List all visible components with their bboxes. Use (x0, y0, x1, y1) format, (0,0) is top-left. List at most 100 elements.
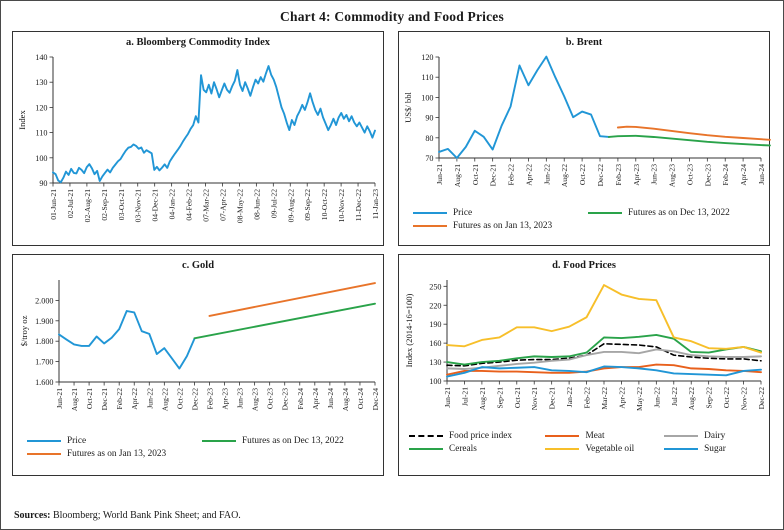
legend-swatch-icon (409, 448, 443, 450)
legend-item[interactable]: Futures as on Jan 13, 2023 (413, 221, 588, 231)
svg-text:Feb-22: Feb-22 (507, 164, 516, 186)
svg-text:May-22: May-22 (635, 387, 644, 411)
panel-d-legend: Food price index Meat Dairy Cereals Vegetabl… (399, 429, 769, 457)
svg-text:Mar-22: Mar-22 (600, 387, 609, 410)
svg-text:02-Aug-21: 02-Aug-21 (83, 189, 92, 223)
legend-swatch-icon (664, 435, 699, 437)
svg-text:Aug-23: Aug-23 (668, 164, 677, 187)
svg-text:Jun-22: Jun-22 (145, 388, 154, 409)
panel-c-svg: 1.600 1.700 1.800 1.900 2.000 $/troy oz Jun-21… (19, 280, 380, 411)
svg-text:Jun-21: Jun-21 (55, 388, 64, 409)
svg-text:Aug-22: Aug-22 (160, 388, 169, 411)
svg-text:Aug-22: Aug-22 (560, 164, 569, 187)
svg-text:Dec-21: Dec-21 (489, 164, 498, 187)
svg-text:Index (2014-16=100): Index (2014-16=100) (404, 293, 414, 367)
svg-text:04-Dec-21: 04-Dec-21 (151, 189, 160, 222)
legend-item[interactable]: Sugar (664, 444, 765, 454)
panel-d-plot: 100 130 160 190 220 250 Index (2014-16=100) Jun… (399, 272, 769, 429)
legend-swatch-icon (545, 435, 580, 437)
svg-text:Feb-23: Feb-23 (614, 164, 623, 186)
svg-text:04-Feb-22: 04-Feb-22 (185, 189, 194, 221)
svg-text:100: 100 (429, 377, 441, 386)
legend-label: Price (67, 436, 87, 446)
panel-c-legend: Price Futures as on Dec 13, 2022 Futures a… (13, 434, 383, 462)
svg-text:11-Dec-22: 11-Dec-22 (354, 189, 363, 221)
svg-text:Nov-22: Nov-22 (740, 387, 749, 410)
svg-text:Apr-23: Apr-23 (221, 388, 230, 410)
legend-label: Price (453, 208, 473, 218)
svg-text:03-Nov-21: 03-Nov-21 (134, 189, 143, 223)
svg-text:Aug-22: Aug-22 (687, 387, 696, 410)
svg-text:11-Jan-23: 11-Jan-23 (371, 189, 380, 219)
panel-b-plot: 70 80 90 100 110 120 US$/ bbl Jun-21 Aug-21 Oct-2… (399, 49, 771, 206)
svg-text:10-Oct-22: 10-Oct-22 (320, 189, 329, 220)
svg-text:Apr-22: Apr-22 (617, 387, 626, 409)
svg-text:01-Jun-21: 01-Jun-21 (49, 189, 58, 220)
legend-item[interactable]: Dairy (664, 431, 765, 441)
panel-d-title: d. Food Prices (552, 260, 616, 271)
legend-item[interactable]: Cereals (409, 444, 545, 454)
panel-bloomberg-commodity-index: a. Bloomberg Commodity Index 90 100 110 120… (12, 31, 384, 246)
panel-c-plot: 1.600 1.700 1.800 1.900 2.000 $/troy oz Jun-21… (13, 272, 383, 434)
svg-text:US$/ bbl: US$/ bbl (403, 91, 413, 122)
svg-text:$/troy oz: $/troy oz (19, 315, 29, 346)
svg-text:120: 120 (35, 103, 47, 112)
svg-text:190: 190 (429, 320, 441, 329)
svg-text:09-Aug-22: 09-Aug-22 (286, 189, 295, 223)
legend-swatch-icon (202, 440, 236, 442)
svg-text:Apr-22: Apr-22 (524, 164, 533, 186)
svg-text:03-Oct-21: 03-Oct-21 (117, 189, 126, 220)
legend-item[interactable]: Futures as on Dec 13, 2022 (588, 208, 763, 218)
svg-text:Feb-24: Feb-24 (721, 164, 730, 186)
svg-text:10-Nov-22: 10-Nov-22 (337, 189, 346, 223)
legend-label: Futures as on Jan 13, 2023 (67, 449, 167, 459)
svg-text:Feb-22: Feb-22 (583, 387, 592, 409)
svg-text:Apr-24: Apr-24 (739, 164, 748, 186)
svg-text:90: 90 (425, 114, 433, 123)
svg-text:09-Jul-22: 09-Jul-22 (269, 189, 278, 218)
svg-text:Feb-23: Feb-23 (205, 388, 214, 410)
svg-text:Feb-24: Feb-24 (296, 388, 305, 410)
svg-text:160: 160 (429, 339, 441, 348)
svg-text:Jul-21: Jul-21 (460, 387, 469, 406)
svg-text:Feb-22: Feb-22 (115, 388, 124, 410)
legend-label: Vegetable oil (585, 444, 635, 454)
legend-label: Cereals (449, 444, 477, 454)
legend-swatch-icon (27, 440, 61, 442)
panel-gold: c. Gold 1.600 1.700 1.800 1.900 2.000 $/troy … (12, 254, 384, 476)
panel-brent: b. Brent 70 80 90 100 110 120 US$/ bbl Jun-21 Au… (398, 31, 771, 246)
svg-text:Jun-24: Jun-24 (757, 164, 766, 185)
panel-b-svg: 70 80 90 100 110 120 US$/ bbl Jun-21 Aug-21 Oct-2… (403, 53, 771, 187)
legend-item[interactable]: Vegetable oil (545, 444, 664, 454)
panel-a-svg: 90 100 110 120 130 140 Index 01-Jun-21 02-Jul-21… (17, 53, 380, 223)
svg-text:Jun-21: Jun-21 (435, 164, 444, 185)
legend-item[interactable]: Price (27, 436, 202, 446)
svg-text:Oct-21: Oct-21 (513, 387, 522, 408)
svg-text:110: 110 (422, 73, 434, 82)
svg-text:80: 80 (425, 134, 433, 143)
legend-swatch-icon (27, 453, 61, 455)
legend-swatch-icon (413, 212, 447, 214)
page-title: Chart 4: Commodity and Food Prices (280, 9, 504, 24)
panel-grid: a. Bloomberg Commodity Index 90 100 110 120… (12, 31, 772, 476)
svg-text:Apr-24: Apr-24 (311, 388, 320, 410)
svg-text:08-Jun-22: 08-Jun-22 (252, 189, 261, 220)
legend-item[interactable]: Meat (545, 431, 664, 441)
legend-item[interactable]: Futures as on Dec 13, 2022 (202, 436, 377, 446)
legend-item[interactable]: Price (413, 208, 588, 218)
svg-text:Oct-22: Oct-22 (175, 388, 184, 409)
legend-item[interactable]: Futures as on Jan 13, 2023 (27, 449, 202, 459)
svg-text:Apr-23: Apr-23 (632, 164, 641, 186)
svg-text:08-May-22: 08-May-22 (235, 189, 244, 223)
legend-item[interactable]: Food price index (409, 431, 545, 441)
svg-text:1.600: 1.600 (35, 378, 53, 387)
svg-text:04-Jan-22: 04-Jan-22 (168, 189, 177, 220)
svg-text:140: 140 (35, 53, 47, 62)
svg-text:Oct-24: Oct-24 (356, 388, 365, 409)
panel-c-title: c. Gold (181, 260, 215, 271)
svg-text:Sep-22: Sep-22 (705, 387, 714, 409)
svg-text:Dec-23: Dec-23 (703, 164, 712, 187)
svg-text:Jul-22: Jul-22 (670, 387, 679, 406)
legend-swatch-icon (545, 448, 580, 450)
